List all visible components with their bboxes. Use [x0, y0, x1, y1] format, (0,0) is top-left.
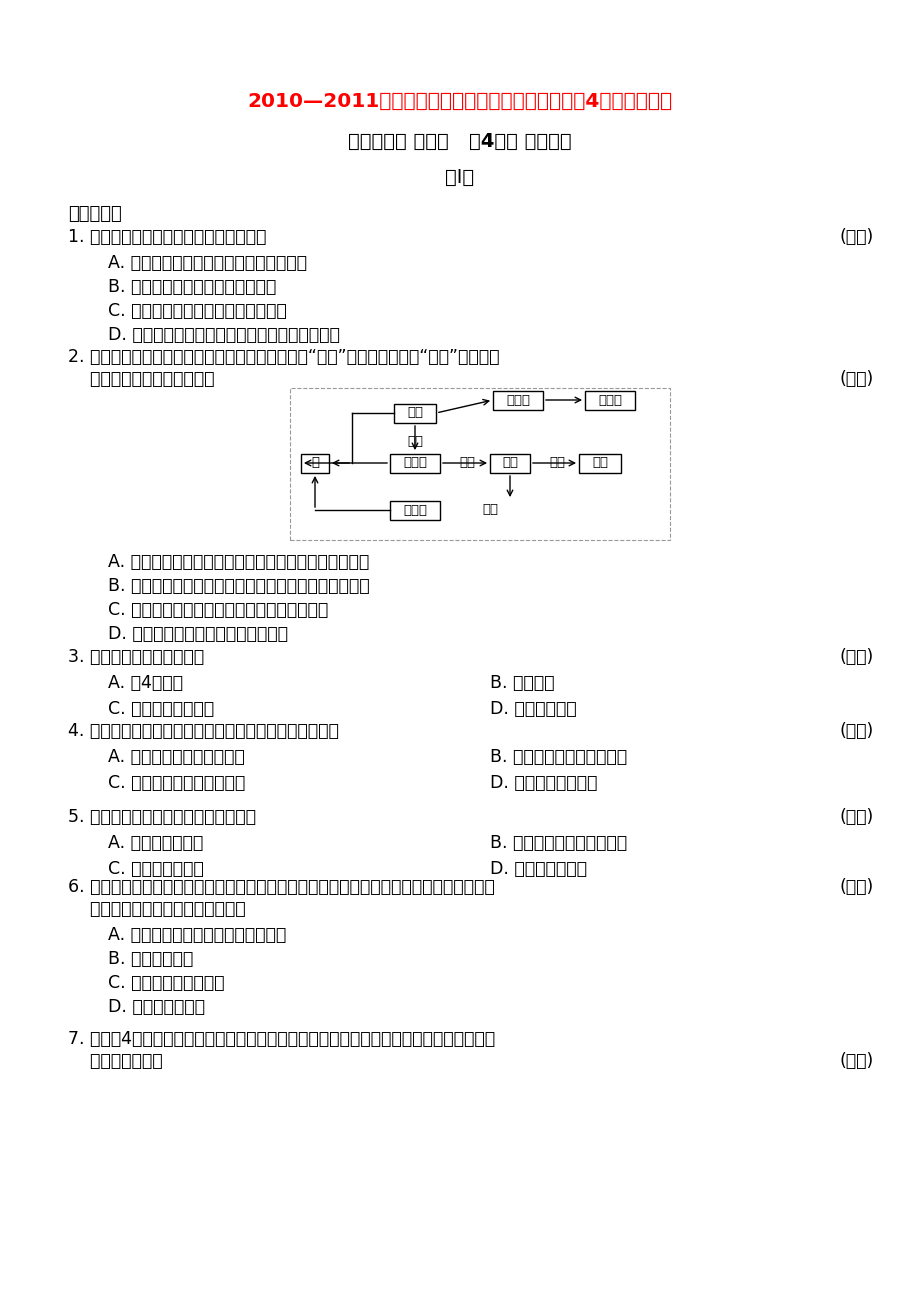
Text: 残渣: 残渣 [459, 456, 474, 469]
Text: D. 生态工程促进人类社会和自然环境的和谐变展: D. 生态工程促进人类社会和自然环境的和谐变展 [108, 326, 339, 344]
Text: 农作物: 农作物 [403, 504, 426, 517]
Text: C. 生态工程是无消耗、多效益的工程: C. 生态工程是无消耗、多效益的工程 [108, 302, 287, 320]
Bar [493, 391, 542, 410]
Text: A. 氧4气工程: A. 氧4气工程 [108, 674, 183, 691]
Text: B. 整体、协调、再生、循环: B. 整体、协调、再生、循环 [490, 835, 627, 852]
Text: 5. 我国农业生态工程遵循的基本原理是: 5. 我国农业生态工程遵循的基本原理是 [68, 809, 255, 825]
Text: A. 用玉米的副产品玉米芒生产木糖醇，可增加经济效益: A. 用玉米的副产品玉米芒生产木糖醇，可增加经济效益 [108, 553, 369, 572]
Text: 它遵循的原理是: 它遵循的原理是 [68, 1052, 163, 1070]
Text: C. 多层覆盖和特殊隔离: C. 多层覆盖和特殊隔离 [108, 974, 224, 992]
Text: (　　): ( ) [839, 723, 873, 740]
Text: C. 用螅蚀粪便还田，运用了能量循环再生原理: C. 用螅蚀粪便还田，运用了能量循环再生原理 [108, 602, 328, 618]
Text: 残渣: 残渣 [406, 435, 423, 448]
Text: 饲料: 饲料 [549, 456, 564, 469]
Text: B. 用残渣来培育食用菌和螅蚀，实现了物质的多级利用: B. 用残渣来培育食用菌和螅蚀，实现了物质的多级利用 [108, 577, 369, 595]
Bar [578, 453, 620, 473]
Text: 据图判断下列说法正确的是: 据图判断下列说法正确的是 [68, 370, 214, 388]
Text: C. 大区域生态系统恢复工程: C. 大区域生态系统恢复工程 [108, 773, 245, 792]
Text: (　　): ( ) [839, 228, 873, 246]
Text: (　　): ( ) [839, 878, 873, 896]
Bar [390, 453, 439, 473]
Bar [301, 453, 329, 473]
Text: 1. 下列关于生态工程的叙述中，错误的是: 1. 下列关于生态工程的叙述中，错误的是 [68, 228, 267, 246]
Text: 4. 我国在西部地区实行退耕还林还草工程，这一工程属于: 4. 我国在西部地区实行退耕还林还草工程，这一工程属于 [68, 723, 338, 740]
Text: B. 小流域综合治理生态工程: B. 小流域综合治理生态工程 [490, 749, 627, 766]
Text: B. 生态工程追求经济与生态的双赢: B. 生态工程追求经济与生态的双赢 [108, 279, 276, 296]
Text: (　　): ( ) [839, 648, 873, 667]
Text: 6. 采矿能为工农业生产和人民生活提供必需的资源，但矿藏开采后会造成严重的生态破坏。: 6. 采矿能为工农业生产和人民生活提供必需的资源，但矿藏开采后会造成严重的生态破… [68, 878, 494, 896]
Text: 玉米芯: 玉米芯 [505, 393, 529, 406]
Text: D. 湿地生态恢复工程: D. 湿地生态恢复工程 [490, 773, 596, 792]
Text: 人: 人 [311, 457, 319, 470]
Text: 第Ⅰ卷: 第Ⅰ卷 [445, 168, 474, 187]
Text: D. 机械平整、压实: D. 机械平整、压实 [108, 999, 205, 1016]
Text: 命题范围： 选修三   第4单元 生态工程: 命题范围： 选修三 第4单元 生态工程 [347, 132, 572, 151]
Text: C. 大区域综合治理: C. 大区域综合治理 [108, 861, 203, 878]
Text: 3. 下列不属于生态工程的是: 3. 下列不属于生态工程的是 [68, 648, 204, 667]
Text: A. 生态工程是生态学与系统工程学的结合: A. 生态工程是生态学与系统工程学的结合 [108, 254, 307, 272]
Text: (　　): ( ) [839, 370, 873, 388]
Bar [393, 404, 436, 423]
Text: C. 长江两岸加固河堤: C. 长江两岸加固河堤 [108, 700, 214, 717]
Text: A. 小流域综合治理: A. 小流域综合治理 [108, 835, 203, 852]
Text: B. 桑基鱼塘: B. 桑基鱼塘 [490, 674, 554, 691]
Text: B. 人工制造表土: B. 人工制造表土 [108, 950, 193, 967]
Text: D. 退耕还林还草: D. 退耕还林还草 [490, 700, 576, 717]
Text: 7. 实施氧4气工程，是我国政府为改善农村环境和发展农村经济大力推广的一种生态工程。: 7. 实施氧4气工程，是我国政府为改善农村环境和发展农村经济大力推广的一种生态工… [68, 1030, 494, 1048]
Bar [390, 500, 439, 519]
Text: 木糖醇: 木糖醇 [597, 393, 621, 406]
Text: 粪便: 粪便 [482, 503, 497, 516]
Text: D. 增加物种多样性: D. 增加物种多样性 [490, 861, 586, 878]
Text: 在实施恢复工程中，关键的措施是: 在实施恢复工程中，关键的措施是 [68, 900, 245, 918]
Text: (　　): ( ) [839, 809, 873, 825]
Bar [490, 453, 529, 473]
Text: 食用菌: 食用菌 [403, 457, 426, 470]
Text: 2010—2011学年度上学期单元测试高二生物试题（4）【新人教】: 2010—2011学年度上学期单元测试高二生物试题（4）【新人教】 [247, 92, 672, 111]
Text: 玉米: 玉米 [406, 406, 423, 419]
Text: 禽畜: 禽畜 [591, 457, 607, 470]
Text: 2. 设计生态工程的常用方法之一是给食物链（网）“加环”，下图就是一种“加环”示意图，: 2. 设计生态工程的常用方法之一是给食物链（网）“加环”，下图就是一种“加环”示… [68, 348, 499, 366]
Bar [584, 391, 634, 410]
Text: D. 该生态工程的运转离不开人的管理: D. 该生态工程的运转离不开人的管理 [108, 625, 288, 643]
Text: A. 恢复植被和土壤微生物群落的重建: A. 恢复植被和土壤微生物群落的重建 [108, 926, 286, 944]
Text: A. 农村综合发展型生态工程: A. 农村综合发展型生态工程 [108, 749, 244, 766]
Bar [289, 388, 669, 540]
Text: 蛆蛆: 蛆蛆 [502, 457, 517, 470]
Text: 一、选择题: 一、选择题 [68, 204, 121, 223]
Text: (　　): ( ) [839, 1052, 873, 1070]
